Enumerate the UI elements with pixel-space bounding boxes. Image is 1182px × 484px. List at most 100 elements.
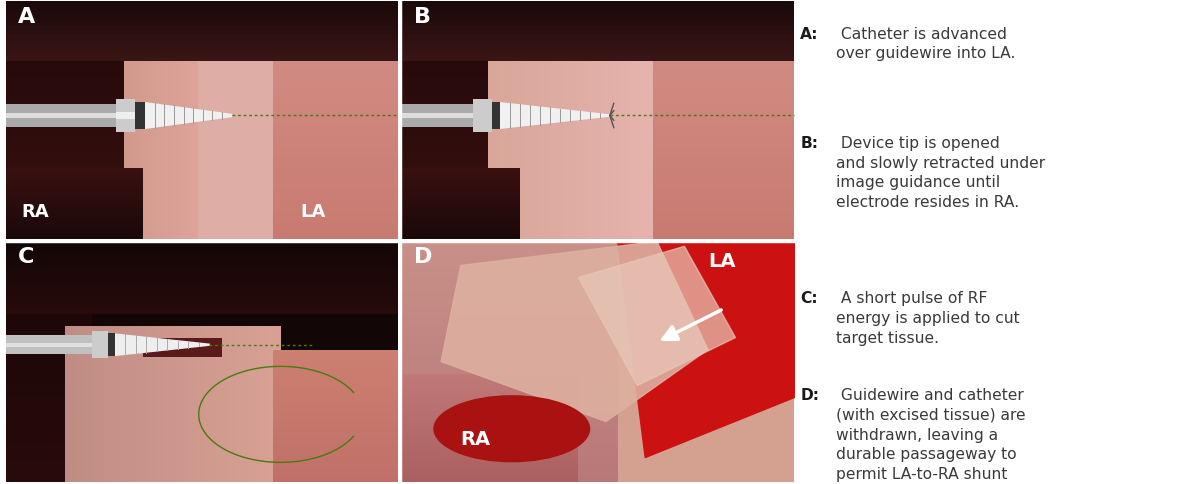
Bar (160, 326, 162, 482)
Bar (645, 47, 794, 50)
Bar (645, 237, 794, 240)
Bar (6, 400, 92, 403)
Bar (6, 48, 398, 49)
Bar (6, 311, 398, 312)
Bar (402, 213, 520, 214)
Bar (645, 107, 794, 109)
Bar (6, 306, 398, 307)
Bar (254, 326, 256, 482)
Bar (6, 54, 398, 55)
Bar (402, 9, 794, 10)
Bar (6, 290, 398, 291)
Bar (402, 476, 578, 477)
Bar (167, 2, 168, 240)
Bar (402, 78, 512, 81)
Bar (645, 5, 794, 7)
Bar (402, 147, 512, 150)
Bar (6, 71, 155, 74)
Bar (260, 2, 261, 240)
Bar (6, 100, 155, 102)
Bar (593, 2, 596, 240)
Bar (645, 232, 794, 235)
Bar (402, 216, 512, 218)
Bar (6, 280, 398, 281)
Bar (267, 2, 269, 240)
Bar (402, 392, 578, 393)
Bar (402, 35, 794, 36)
Bar (402, 38, 794, 39)
Bar (402, 166, 512, 168)
Bar (402, 218, 520, 219)
Bar (6, 36, 155, 38)
Bar (402, 182, 520, 183)
Bar (6, 55, 155, 57)
Bar (212, 2, 213, 240)
Bar (6, 59, 398, 60)
Bar (6, 465, 92, 467)
Bar (265, 2, 267, 240)
Bar (402, 168, 512, 171)
Bar (645, 135, 794, 137)
Bar (261, 7, 398, 10)
Bar (6, 230, 143, 231)
Bar (6, 207, 143, 208)
Bar (402, 171, 520, 172)
Bar (402, 14, 794, 15)
Bar (645, 69, 794, 71)
Bar (273, 421, 398, 422)
Bar (645, 180, 794, 182)
Bar (6, 203, 143, 204)
Bar (6, 176, 143, 177)
Bar (402, 175, 520, 176)
Bar (613, 2, 616, 240)
Bar (177, 2, 180, 240)
Bar (6, 16, 155, 19)
Bar (6, 5, 155, 7)
Bar (242, 326, 246, 482)
Bar (6, 312, 398, 313)
Bar (402, 471, 578, 472)
Bar (402, 42, 794, 43)
Bar (273, 385, 398, 387)
Bar (6, 14, 398, 15)
Bar (6, 40, 398, 41)
Bar (273, 441, 398, 442)
Bar (402, 480, 578, 481)
Bar (271, 2, 273, 240)
Bar (645, 211, 794, 213)
Bar (402, 5, 512, 7)
Bar (273, 379, 398, 380)
Bar (645, 195, 794, 197)
Bar (273, 449, 398, 450)
Bar (6, 295, 92, 297)
Bar (181, 326, 183, 482)
Bar (65, 326, 67, 482)
Bar (402, 441, 618, 443)
Bar (273, 401, 398, 403)
Bar (6, 328, 92, 331)
Bar (402, 202, 512, 204)
Bar (6, 474, 92, 477)
Bar (6, 254, 398, 255)
Bar (67, 326, 70, 482)
Bar (261, 50, 398, 52)
Bar (6, 278, 92, 280)
Bar (402, 190, 512, 192)
Bar (645, 226, 794, 228)
Bar (645, 145, 794, 147)
Bar (402, 376, 618, 378)
Bar (6, 419, 92, 422)
Bar (261, 71, 398, 74)
Bar (6, 28, 398, 29)
Bar (251, 2, 252, 240)
Bar (473, 100, 492, 132)
Bar (402, 90, 512, 92)
Bar (6, 185, 143, 186)
Bar (6, 213, 155, 216)
Bar (402, 235, 520, 236)
Bar (645, 45, 794, 47)
Text: Guidewire and catheter
(with excised tissue) are
withdrawn, leaving a
durable pa: Guidewire and catheter (with excised tis… (836, 387, 1025, 484)
Bar (261, 92, 398, 95)
Bar (273, 368, 398, 370)
Bar (402, 60, 794, 61)
